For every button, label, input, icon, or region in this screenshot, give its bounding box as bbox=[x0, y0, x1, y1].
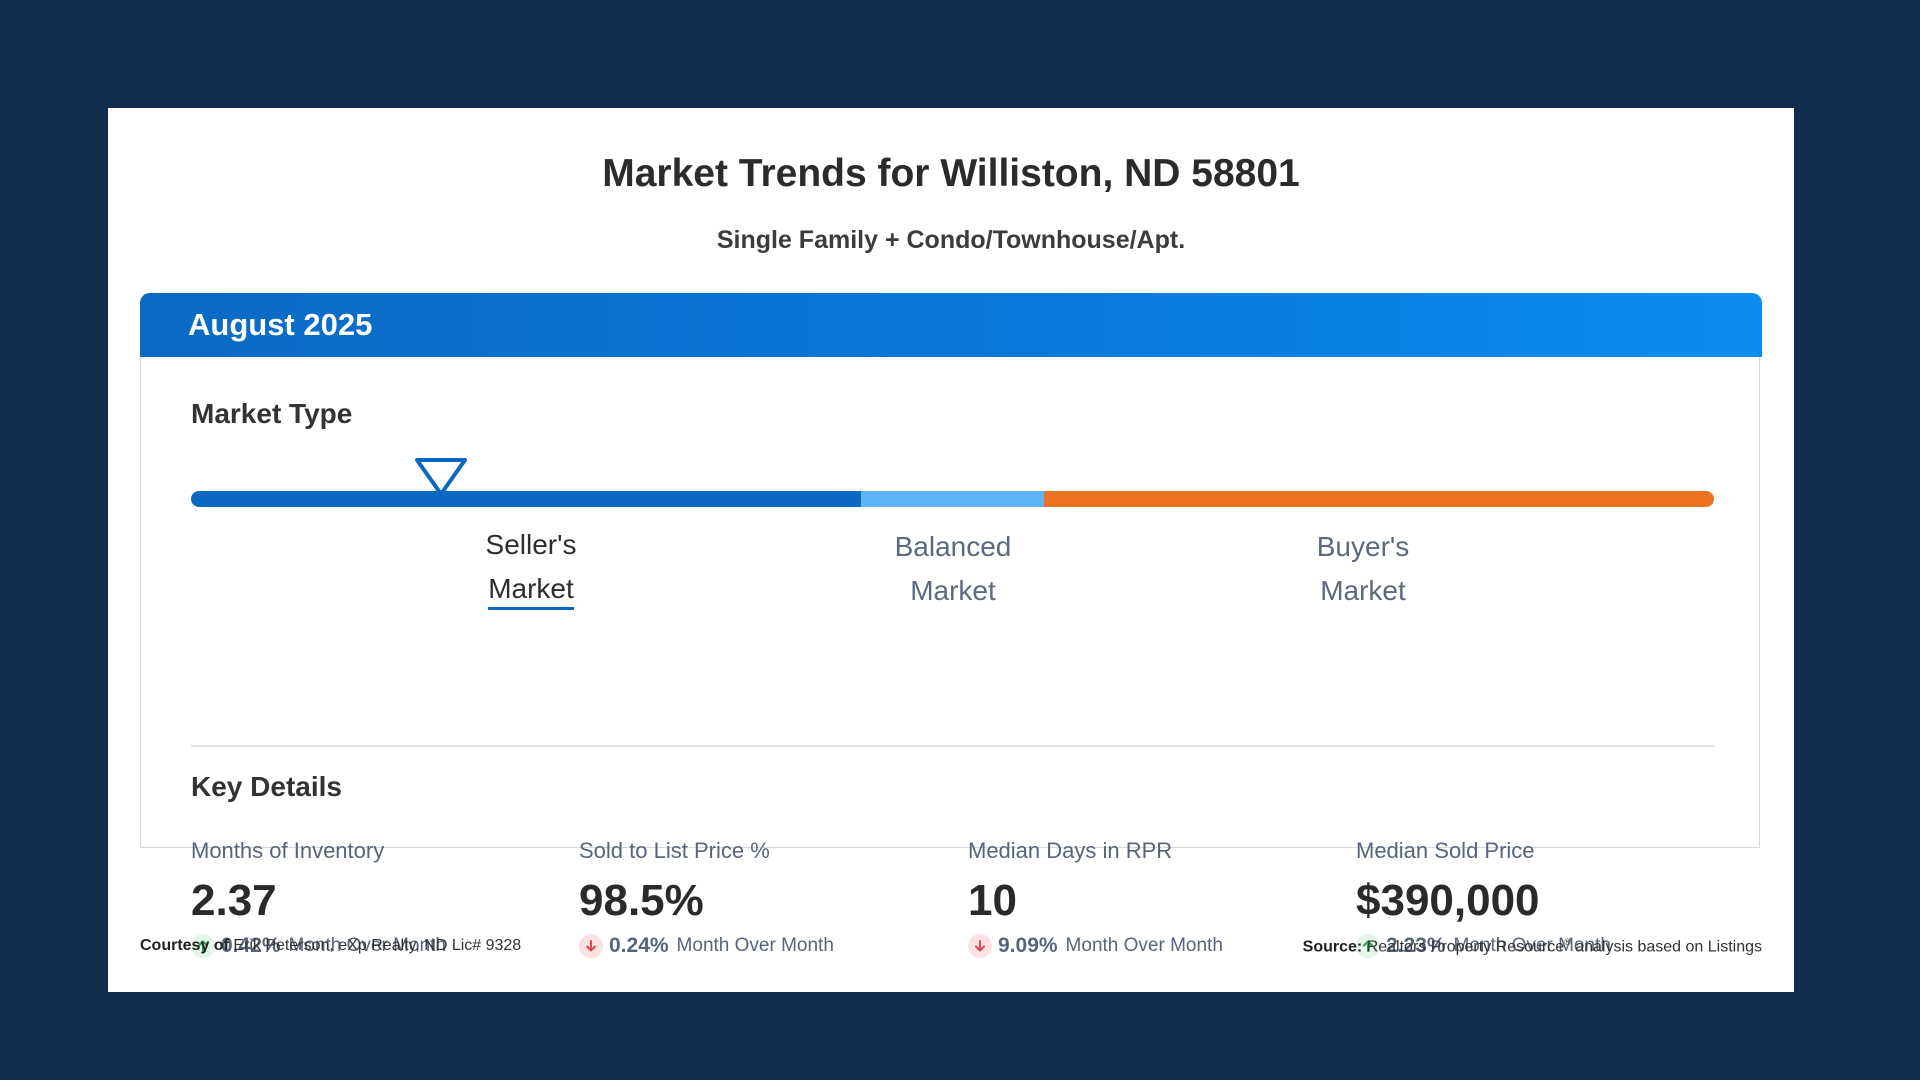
metric-value: 98.5% bbox=[579, 876, 704, 925]
courtesy-text: Erik Peterson, eXp Realty, ND Lic# 9328 bbox=[233, 937, 522, 954]
period-label: August 2025 bbox=[188, 307, 373, 342]
change-period: Month Over Month bbox=[1453, 935, 1611, 956]
balanced-market-label-line2: Market bbox=[910, 575, 996, 606]
metric-label: Median Days in RPR bbox=[968, 838, 1173, 863]
page-subtitle: Single Family + Condo/Townhouse/Apt. bbox=[716, 226, 1186, 254]
metric-median-sold-price: Median Sold Price $390,000 2.23% Month O… bbox=[1356, 838, 1736, 958]
arrow-down-icon bbox=[579, 934, 603, 958]
arrow-down-icon bbox=[968, 934, 992, 958]
metric-value: 2.37 bbox=[191, 876, 277, 925]
metric-sold-to-list-price: Sold to List Price % 98.5% 0.24% Month O… bbox=[579, 838, 959, 958]
registered-mark: ® bbox=[1564, 937, 1571, 947]
seller-market-segment bbox=[191, 491, 862, 507]
key-details-heading: Key Details bbox=[191, 771, 342, 802]
seller-market-label: Seller's Market bbox=[431, 523, 631, 611]
metric-value: 10 bbox=[968, 876, 1017, 925]
balanced-market-label-line1: Balanced bbox=[894, 531, 1012, 562]
market-trends-card: Market Trends for Williston, ND 58801 Si… bbox=[108, 108, 1794, 992]
market-panel: August 2025 Market Type Seller's Market … bbox=[140, 293, 1762, 958]
change-percent: 9.09% bbox=[998, 934, 1058, 957]
arrow-up-icon bbox=[1356, 934, 1380, 958]
metric-label: Months of Inventory bbox=[191, 838, 385, 863]
metric-value: $390,000 bbox=[1356, 876, 1540, 925]
source-note: Source: Realtors Property Resource® anal… bbox=[1303, 937, 1762, 956]
panel-header: August 2025 bbox=[140, 293, 1762, 357]
courtesy-label: Courtesy of bbox=[140, 937, 229, 954]
buyer-market-segment bbox=[1043, 491, 1714, 507]
page-title: Market Trends for Williston, ND 58801 bbox=[602, 152, 1300, 195]
metric-change: 2.23% Month Over Month bbox=[1356, 934, 1736, 958]
seller-market-label-line2: Market bbox=[488, 571, 574, 610]
metric-months-of-inventory: Months of Inventory 2.37 0.42% Month Ove… bbox=[191, 838, 571, 958]
change-percent: 2.23% bbox=[1386, 934, 1446, 957]
courtesy-note: Courtesy of Erik Peterson, eXp Realty, N… bbox=[140, 937, 521, 955]
buyer-market-label: Buyer's Market bbox=[1263, 525, 1463, 613]
market-type-heading: Market Type bbox=[191, 398, 353, 429]
metric-label: Sold to List Price % bbox=[579, 838, 770, 863]
change-period: Month Over Month bbox=[676, 935, 834, 956]
buyer-market-label-line2: Market bbox=[1320, 575, 1406, 606]
buyer-market-label-line1: Buyer's bbox=[1316, 531, 1410, 562]
market-indicator-icon bbox=[415, 458, 467, 496]
change-percent: 0.42% bbox=[221, 934, 281, 957]
source-text: Realtors Property Resource bbox=[1366, 938, 1565, 956]
change-percent: 0.24% bbox=[609, 934, 669, 957]
seller-market-label-line1: Seller's bbox=[485, 529, 577, 560]
section-divider bbox=[191, 745, 1714, 747]
balanced-market-segment bbox=[861, 491, 1044, 507]
market-type-bar bbox=[191, 491, 1714, 507]
change-period: Month Over Month bbox=[1065, 935, 1223, 956]
metric-change: 0.24% Month Over Month bbox=[579, 934, 959, 958]
arrow-up-icon bbox=[191, 934, 215, 958]
metric-median-days-in-rpr: Median Days in RPR 10 9.09% Month Over M… bbox=[968, 838, 1348, 958]
change-period: Month Over Month bbox=[288, 935, 446, 956]
source-text-suffix: analysis based on Listings bbox=[1575, 938, 1762, 956]
source-label: Source: bbox=[1302, 938, 1363, 956]
metric-label: Median Sold Price bbox=[1356, 838, 1535, 863]
metric-change: 9.09% Month Over Month bbox=[968, 934, 1348, 958]
metric-change: 0.42% Month Over Month bbox=[191, 934, 571, 958]
balanced-market-label: Balanced Market bbox=[853, 525, 1053, 613]
